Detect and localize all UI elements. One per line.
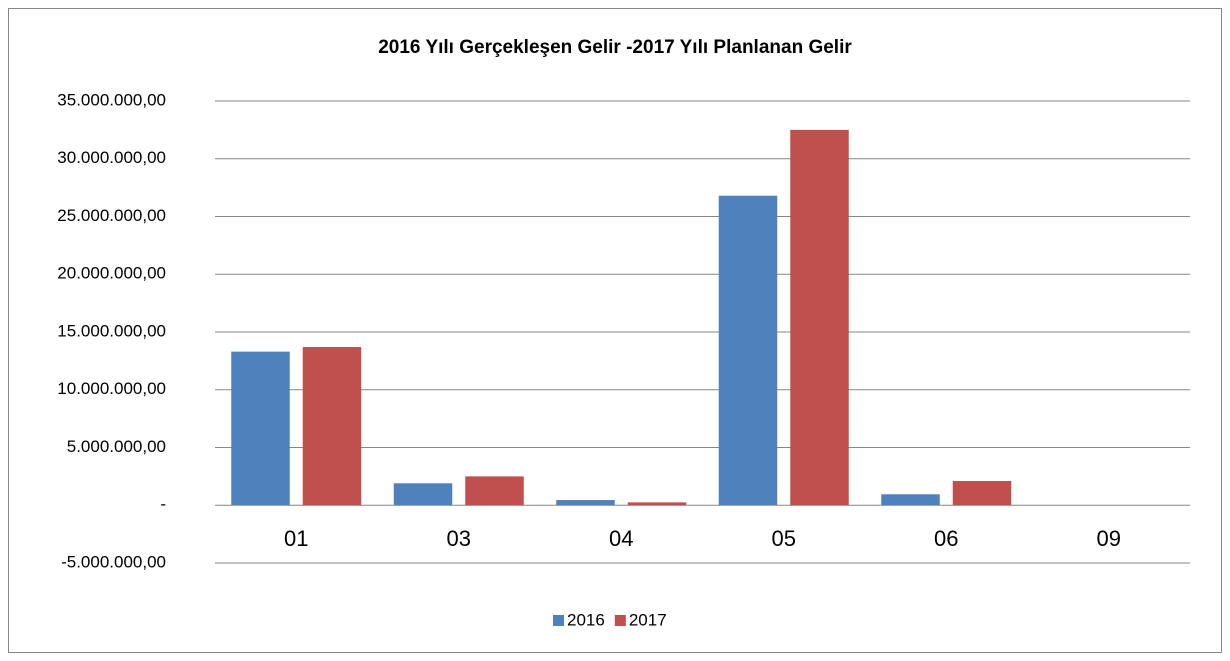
- bar: [952, 480, 1012, 506]
- chart-frame: [8, 8, 1222, 653]
- bar: [556, 500, 615, 506]
- y-tick-label: 5.000.000,00: [67, 437, 166, 456]
- y-tick-label: -5.000.000,00: [61, 552, 166, 571]
- y-tick-label: -: [160, 495, 166, 514]
- x-tick-label: 06: [934, 526, 958, 551]
- y-tick-label: 10.000.000,00: [57, 379, 166, 398]
- bar: [393, 483, 453, 506]
- bar: [302, 347, 362, 506]
- bar: [790, 129, 849, 506]
- legend-swatch: [553, 615, 564, 626]
- y-tick-label: 35.000.000,00: [57, 90, 166, 109]
- y-tick-label: 30.000.000,00: [57, 148, 166, 167]
- x-tick-label: 01: [284, 526, 308, 551]
- bar: [881, 494, 940, 506]
- chart-title: 2016 Yılı Gerçekleşen Gelir -2017 Yılı P…: [378, 37, 852, 58]
- y-tick-label: 25.000.000,00: [57, 206, 166, 225]
- bar: [627, 502, 687, 506]
- y-tick-label: 15.000.000,00: [57, 321, 166, 340]
- legend-label: 2017: [629, 610, 667, 629]
- x-tick-label: 04: [609, 526, 633, 551]
- bar: [465, 476, 524, 506]
- x-tick-label: 05: [772, 526, 796, 551]
- bar: [718, 195, 778, 506]
- legend-swatch: [614, 615, 626, 626]
- y-tick-label: 20.000.000,00: [57, 264, 166, 283]
- bar: [231, 351, 290, 506]
- x-tick-label: 09: [1097, 526, 1121, 551]
- x-tick-label: 03: [447, 526, 471, 551]
- legend-label: 2016: [567, 610, 605, 629]
